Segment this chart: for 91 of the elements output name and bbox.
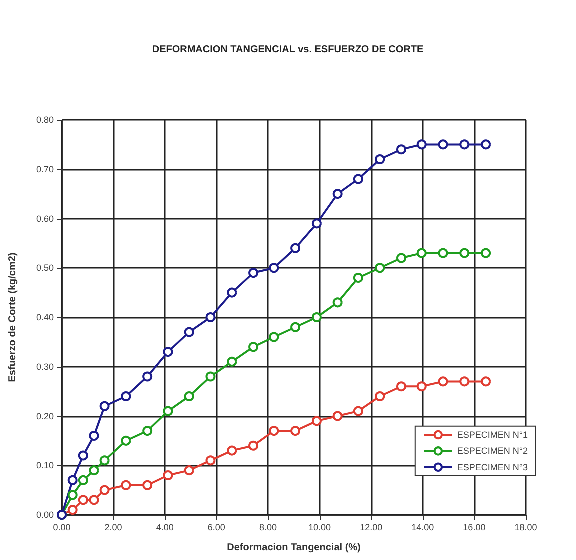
y-tick-label: 0.30 [36, 362, 54, 372]
point [89, 431, 100, 441]
point [290, 426, 301, 436]
point [396, 144, 406, 155]
point [290, 243, 301, 254]
x-tick-label: 14.00 [412, 522, 434, 532]
point [248, 268, 259, 278]
point [121, 392, 132, 402]
point [460, 248, 470, 258]
point [121, 436, 132, 446]
x-tick-label: 2.00 [104, 522, 122, 532]
point [438, 140, 448, 150]
point [227, 446, 238, 456]
point [184, 327, 194, 338]
point [312, 218, 322, 229]
point [416, 248, 427, 258]
x-tick-label: 12.00 [360, 522, 383, 532]
point [248, 440, 259, 451]
y-tick-label: 0.00 [36, 510, 54, 520]
point [481, 140, 492, 150]
point [438, 248, 448, 258]
y-tick-label: 0.50 [36, 263, 54, 274]
point [206, 312, 216, 322]
point [227, 288, 238, 298]
point [353, 273, 364, 283]
point [375, 263, 386, 274]
point [248, 342, 259, 352]
point [269, 332, 280, 342]
y-tick-label: 0.20 [36, 411, 54, 422]
point [396, 382, 406, 392]
y-tick-label: 0.40 [36, 312, 54, 322]
point [206, 456, 216, 466]
point [142, 372, 153, 382]
y-axis-title: Esfuerzo de Corte (kg/cm2) [8, 252, 18, 382]
point [68, 490, 78, 500]
y-tick-label: 0.10 [36, 460, 54, 471]
y-tick-label: 0.80 [36, 115, 54, 125]
point [290, 322, 301, 332]
point [375, 392, 386, 402]
point [396, 253, 406, 264]
point [481, 248, 492, 258]
x-tick-label: 10.00 [308, 522, 332, 532]
point [460, 140, 470, 150]
point [332, 411, 343, 422]
point [353, 174, 364, 184]
point [121, 480, 132, 490]
point [416, 140, 427, 150]
x-axis-title: Deformacion Tangencial (%) [227, 542, 361, 554]
chart-title: DEFORMACION TANGENCIAL vs. ESFUERZO DE CORTE [152, 44, 424, 56]
point [438, 376, 448, 387]
point [269, 426, 280, 436]
x-tick-label: 18.00 [514, 522, 538, 532]
point [68, 475, 78, 486]
point [68, 505, 78, 516]
point [163, 347, 174, 358]
point [163, 406, 174, 416]
point [332, 189, 343, 200]
point [78, 495, 88, 506]
point [312, 312, 322, 322]
point [100, 485, 110, 496]
x-tick-label: 8.00 [259, 522, 277, 532]
point [353, 406, 364, 416]
point [78, 475, 88, 486]
point [269, 263, 280, 274]
point [100, 401, 110, 412]
legend-label: ESPECIMEN N°1 [457, 430, 528, 440]
y-tick-label: 0.60 [36, 214, 54, 224]
x-tick-label: 16.00 [463, 522, 486, 532]
point [163, 470, 174, 480]
x-tick-label: 0.00 [53, 522, 71, 532]
point [206, 372, 216, 382]
y-tick-label: 0.70 [36, 164, 54, 174]
point [227, 356, 238, 367]
point [142, 480, 153, 490]
point [481, 376, 492, 387]
legend-label: ESPECIMEN N°2 [457, 446, 528, 456]
x-tick-label: 6.00 [208, 522, 226, 532]
point [312, 416, 322, 426]
point [89, 466, 100, 476]
x-tick-label: 4.00 [156, 522, 174, 532]
point [460, 376, 470, 387]
point [78, 450, 88, 461]
point [375, 154, 386, 164]
point [332, 298, 343, 308]
point [416, 382, 427, 392]
point [184, 392, 194, 402]
point [142, 426, 153, 436]
legend-label: ESPECIMEN N°3 [457, 462, 528, 472]
point [89, 495, 100, 506]
point [100, 456, 110, 466]
point [184, 466, 194, 476]
